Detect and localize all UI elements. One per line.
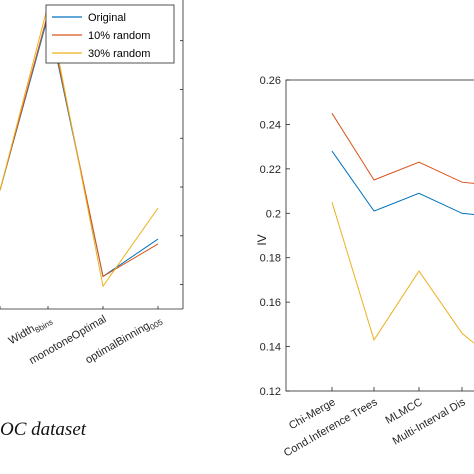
left-series-line (0, 4, 159, 288)
right-y-tick-label: 0.14 (260, 342, 281, 354)
right-series-group (331, 113, 474, 344)
right-y-tick-label: 0.18 (260, 253, 281, 265)
left-x-tick-labels: Width8binsmonotoneOptimaloptimalBinning0… (7, 313, 165, 367)
right-y-tick-label: 0.22 (260, 164, 281, 176)
figure-caption: OC dataset (0, 419, 87, 440)
legend-label: 10% random (88, 30, 150, 42)
right-plot-frame (285, 79, 474, 392)
legend-label: 30% random (88, 48, 150, 60)
right-series-line (331, 150, 474, 216)
right-y-axis-label: IV (255, 234, 269, 245)
right-y-tick-label: 0.16 (260, 297, 281, 309)
left-x-tick-label: Width8bins (7, 313, 55, 349)
legend: Original 10% random 30% random (45, 4, 175, 64)
legend-items: Original 10% random 30% random (52, 12, 150, 60)
right-y-tick-label: 0.2 (266, 208, 281, 220)
right-series-line (331, 113, 474, 184)
right-chart: 0.12 0.14 0.16 0.18 0.2 0.22 0.24 0.26 Chi-Merg… (255, 75, 474, 459)
right-x-tick-label: Multi-Interval Dis (391, 396, 468, 448)
right-y-tick-label: 0.24 (260, 119, 281, 131)
legend-label: Original (88, 12, 126, 24)
right-y-tick-label: 0.12 (260, 386, 281, 398)
right-y-tick-label: 0.26 (260, 75, 281, 87)
right-series-line (331, 202, 474, 344)
left-series-group (0, 4, 159, 288)
left-tick-group (0, 40, 183, 309)
right-tick-group: 0.12 0.14 0.16 0.18 0.2 0.22 0.24 0.26 (260, 75, 463, 398)
